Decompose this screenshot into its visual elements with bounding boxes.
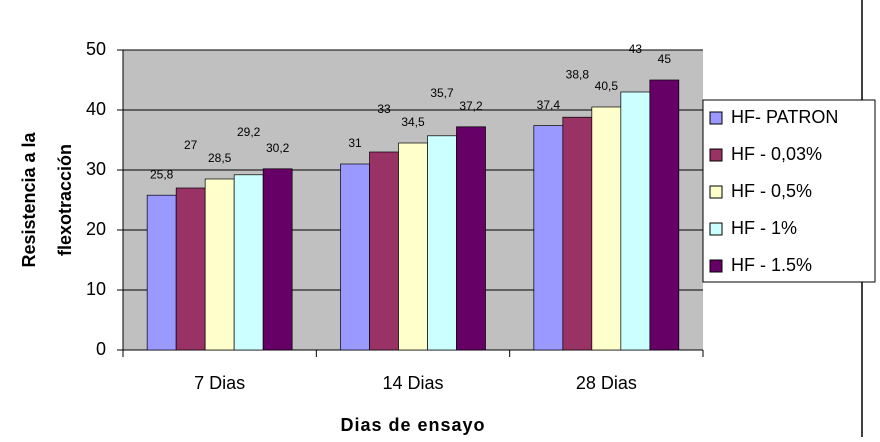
x-tick-label: 14 Dias — [382, 373, 443, 393]
legend-label: HF - 1% — [731, 218, 797, 238]
legend-swatch — [709, 111, 723, 125]
bar — [262, 168, 293, 351]
value-label: 43 — [629, 42, 643, 56]
bar — [204, 178, 235, 351]
value-label: 40,5 — [595, 79, 619, 93]
bar — [649, 79, 680, 351]
bar — [233, 174, 264, 351]
value-label: 33 — [377, 102, 391, 116]
y-axis-label: flexotracción — [55, 144, 75, 256]
legend-label: HF- PATRON — [731, 107, 838, 127]
bar — [591, 106, 622, 351]
bar — [456, 126, 486, 351]
bar — [369, 151, 399, 351]
y-tick-label: 10 — [86, 279, 106, 299]
y-tick-label: 30 — [86, 159, 106, 179]
legend-label: HF - 1.5% — [731, 255, 812, 275]
legend-box — [702, 99, 876, 283]
x-tick-label: 7 Dias — [194, 373, 245, 393]
y-tick-label: 0 — [96, 339, 106, 359]
bar — [146, 194, 177, 351]
legend-swatch — [709, 222, 723, 236]
value-label: 37,2 — [459, 99, 483, 113]
y-tick-label: 50 — [86, 39, 106, 59]
bar — [620, 91, 651, 351]
y-tick-label: 20 — [86, 219, 106, 239]
legend-label: HF - 0,5% — [731, 181, 812, 201]
value-label: 25,8 — [150, 167, 174, 181]
bar — [340, 163, 370, 351]
value-label: 30,2 — [266, 141, 290, 155]
bar — [398, 142, 428, 351]
y-axis-label: Resistencia a la — [19, 131, 39, 267]
value-label: 35,7 — [430, 86, 454, 100]
legend-label: HF - 0,03% — [731, 144, 822, 164]
bar — [533, 125, 564, 351]
value-label: 29,2 — [237, 125, 261, 139]
value-label: 45 — [658, 52, 672, 66]
bar — [175, 187, 206, 351]
value-label: 28,5 — [208, 151, 232, 165]
value-label: 38,8 — [566, 67, 590, 81]
value-label: 27 — [184, 138, 198, 152]
legend-swatch — [709, 259, 723, 273]
x-tick-label: 28 Dias — [576, 373, 637, 393]
bar — [562, 116, 593, 351]
bar — [427, 135, 457, 351]
legend-swatch — [709, 185, 723, 199]
value-label: 34,5 — [401, 115, 425, 129]
value-label: 37,4 — [537, 98, 561, 112]
x-axis-label: Dias de ensayo — [340, 415, 485, 435]
y-tick-label: 40 — [86, 99, 106, 119]
value-label: 31 — [348, 136, 362, 150]
legend-swatch — [709, 148, 723, 162]
